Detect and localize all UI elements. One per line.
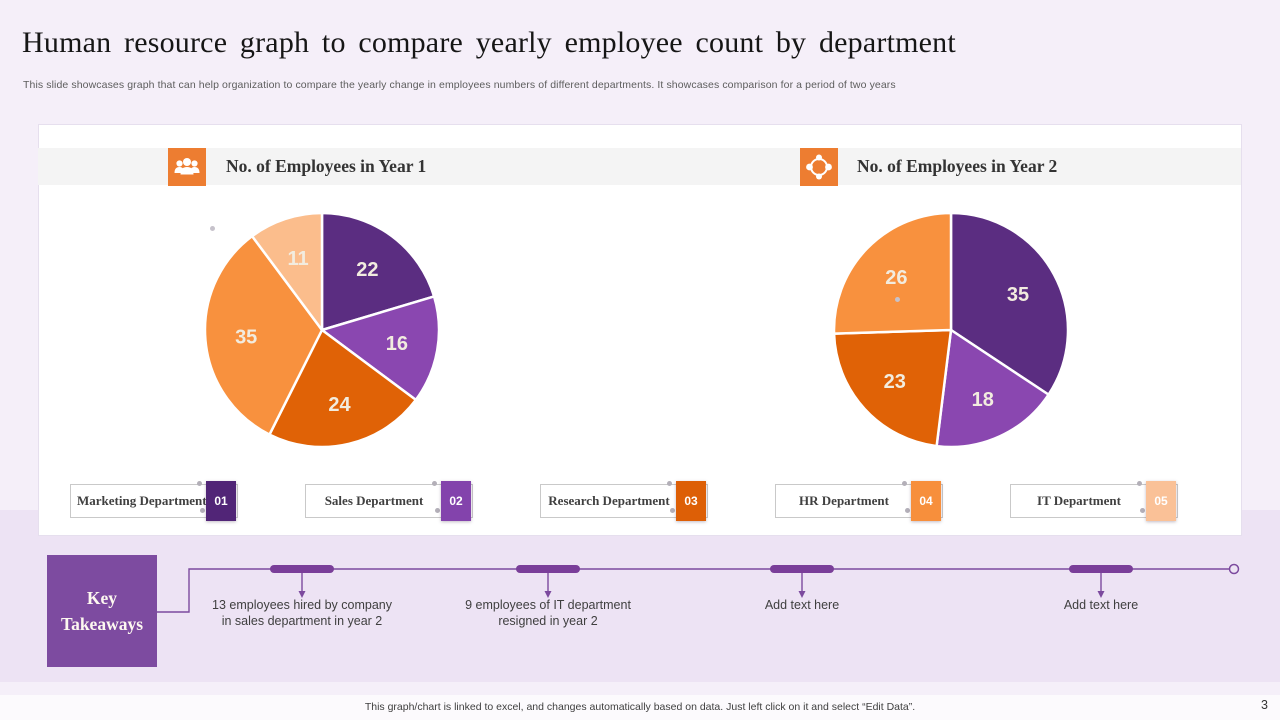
pie-data-label: 35 [235, 327, 257, 349]
network-share-icon [800, 148, 838, 186]
timeline-arrowhead [1097, 591, 1105, 598]
timeline-pill [770, 565, 834, 573]
pie-data-label: 26 [885, 267, 907, 289]
legend-label: IT Department [1037, 493, 1121, 508]
pie-chart-year2[interactable]: 35 18 23 26 [831, 210, 1071, 450]
legend-label: Marketing Department [77, 493, 207, 508]
takeaway-text-placeholder-4[interactable]: Add text here [1063, 598, 1139, 612]
timeline-arrowhead [298, 591, 306, 598]
footer-band [0, 695, 1280, 720]
pie-slice[interactable] [832, 328, 953, 448]
pie-data-label: 11 [288, 248, 309, 270]
decor-dot [895, 297, 900, 302]
connector-dot [670, 508, 675, 513]
legend-number-badge: 03 [676, 481, 706, 521]
pie-chart-year1[interactable]: 22 16 24 35 11 [202, 210, 442, 450]
pie-slice[interactable] [203, 234, 324, 436]
legend-number-badge: 04 [911, 481, 941, 521]
timeline-pill [270, 565, 334, 573]
pie-data-label: 18 [972, 389, 994, 411]
legend-item-hr[interactable]: HR Department 04 [775, 481, 943, 521]
timeline-pill [1069, 565, 1133, 573]
legend-label: Sales Department [324, 493, 424, 508]
pie-data-label: 22 [356, 259, 378, 281]
legend-number-badge: 05 [1146, 481, 1176, 521]
takeaway-text-1[interactable]: 13 employees hired by company in sales d… [212, 598, 392, 629]
takeaway-text-2[interactable]: 9 employees of IT department resigned in… [465, 598, 631, 629]
pie-data-label: 16 [386, 333, 408, 355]
pie-slice[interactable] [935, 328, 1050, 449]
page-title: Human resource graph to compare yearly e… [22, 26, 956, 59]
takeaways-background-band [0, 510, 1280, 682]
decor-dot [210, 226, 215, 231]
pie-slice[interactable] [832, 211, 953, 335]
legend-item-marketing[interactable]: Marketing Department 01 [70, 481, 238, 521]
pie-slice[interactable] [250, 211, 324, 332]
timeline-arrowhead [544, 591, 552, 598]
pie-slice[interactable] [320, 295, 441, 402]
legend-item-it[interactable]: IT Department 05 [1010, 481, 1178, 521]
connector-dot [435, 508, 440, 513]
page-subtitle: This slide showcases graph that can help… [23, 79, 896, 91]
legend-number-badge: 02 [441, 481, 471, 521]
timeline-line [157, 568, 1234, 613]
key-takeaways-box: Key Takeaways [47, 555, 157, 667]
legend-label: HR Department [799, 493, 889, 508]
pie-slice[interactable] [268, 328, 418, 449]
footer-note: This graph/chart is linked to excel, and… [364, 701, 916, 713]
pie-data-label: 23 [884, 371, 906, 393]
legend-item-research[interactable]: Research Department 03 [540, 481, 708, 521]
connector-dot [197, 481, 202, 486]
timeline-end-circle [1228, 563, 1240, 575]
connector-dot [1140, 508, 1145, 513]
connector-dot [905, 508, 910, 513]
pie-slice[interactable] [320, 211, 436, 332]
legend-label: Research Department [548, 493, 670, 508]
year1-chart-title: No. of Employees in Year 1 [226, 156, 427, 176]
timeline-pill [516, 565, 580, 573]
connector-dot [200, 508, 205, 513]
legend-number-badge: 01 [206, 481, 236, 521]
legend-item-sales[interactable]: Sales Department 02 [305, 481, 473, 521]
connector-dot [902, 481, 907, 486]
takeaways-timeline [157, 563, 1240, 613]
year2-chart-title: No. of Employees in Year 2 [857, 156, 1058, 176]
page-number: 3 [1261, 698, 1268, 712]
takeaway-text-placeholder-3[interactable]: Add text here [764, 598, 840, 612]
pie-data-label: 35 [1007, 284, 1029, 306]
connector-dot [432, 481, 437, 486]
pie-data-label: 24 [328, 394, 351, 416]
connector-dot [1137, 481, 1142, 486]
timeline-arrowhead [798, 591, 806, 598]
connector-dot [667, 481, 672, 486]
chart-header-band [38, 148, 1241, 185]
people-group-icon [168, 148, 206, 186]
